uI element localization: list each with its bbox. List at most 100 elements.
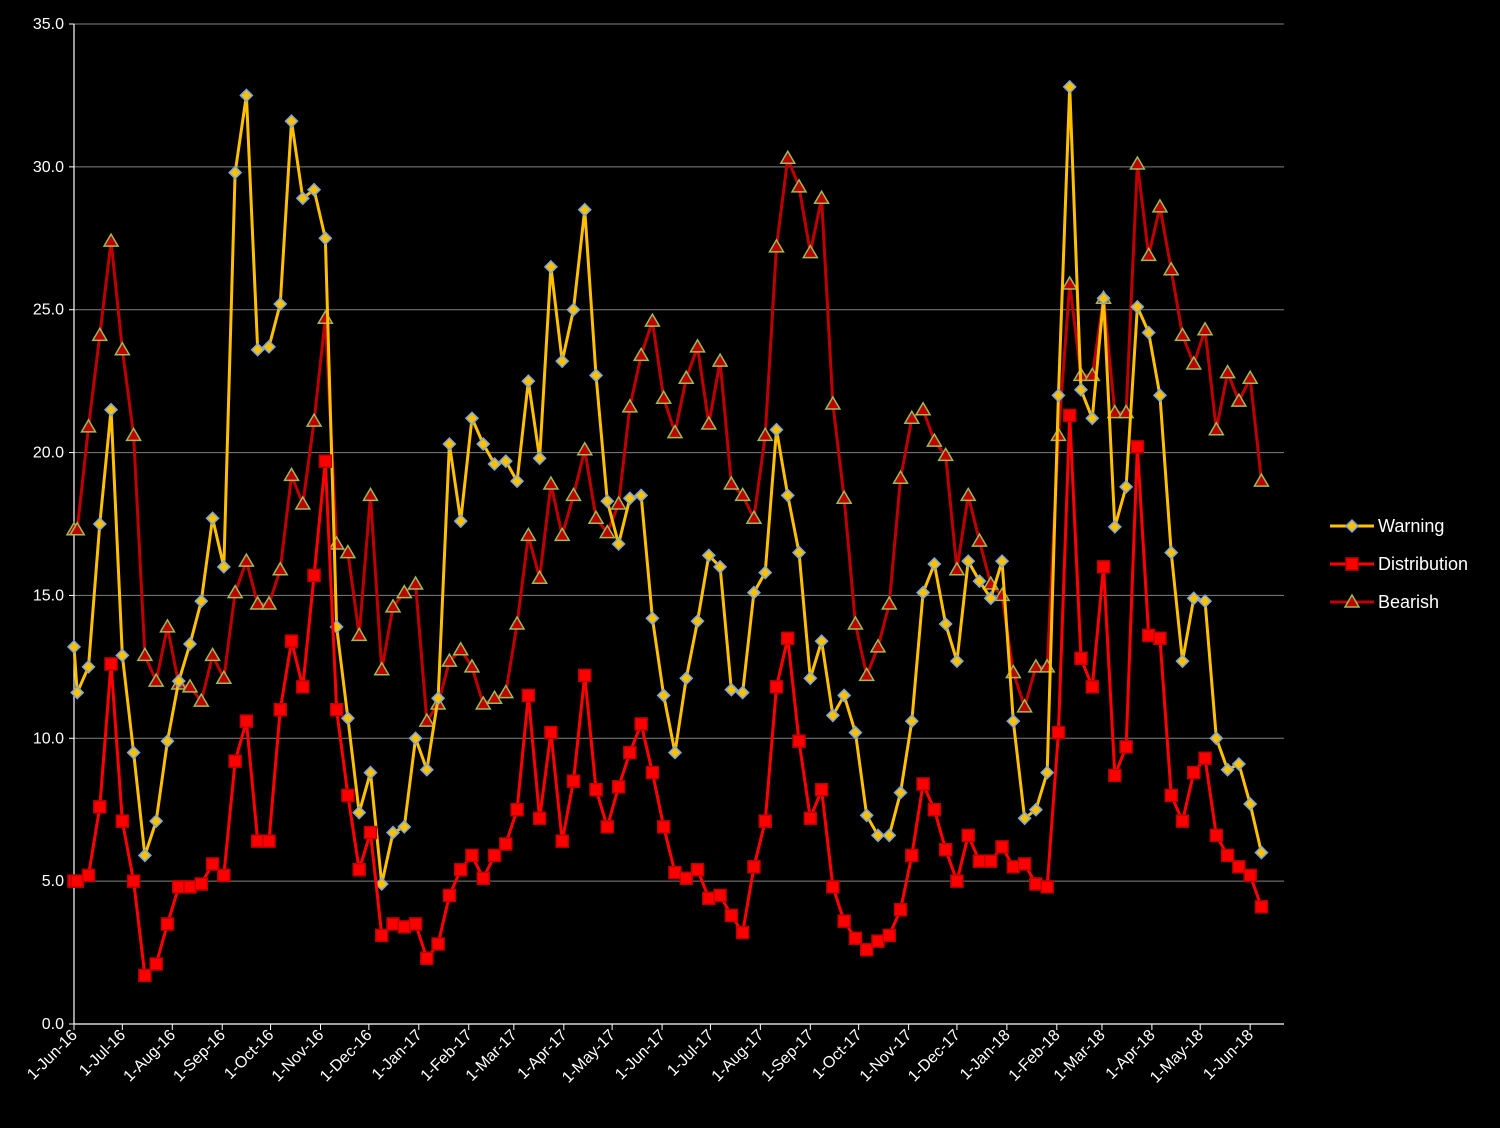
data-point-warning bbox=[137, 848, 152, 863]
data-point-distribution bbox=[217, 868, 231, 883]
data-point-bearish bbox=[68, 521, 86, 536]
data-point-warning bbox=[1209, 731, 1224, 746]
data-point-bearish bbox=[565, 486, 582, 502]
data-point-warning bbox=[352, 805, 367, 820]
data-point-bearish bbox=[790, 178, 808, 193]
data-point-warning bbox=[859, 808, 874, 823]
data-point-distribution bbox=[544, 725, 558, 740]
data-point-warning bbox=[374, 876, 389, 892]
y-tick-label: 35.0 bbox=[33, 16, 64, 33]
data-point-warning bbox=[656, 688, 671, 703]
data-point-warning bbox=[250, 342, 265, 357]
data-point-bearish bbox=[880, 595, 898, 610]
data-point-bearish bbox=[1129, 155, 1146, 170]
data-point-distribution bbox=[623, 745, 637, 760]
data-point-distribution bbox=[814, 782, 829, 797]
data-point-warning bbox=[273, 296, 288, 312]
data-point-warning bbox=[555, 354, 570, 369]
data-point-bearish bbox=[1061, 275, 1079, 290]
data-point-warning bbox=[938, 616, 953, 632]
data-point-warning bbox=[983, 591, 998, 606]
data-point-warning bbox=[1231, 756, 1246, 772]
data-point-distribution bbox=[408, 917, 423, 931]
data-point-distribution bbox=[149, 957, 163, 971]
data-point-bearish bbox=[215, 669, 233, 685]
data-point-distribution bbox=[577, 668, 592, 683]
data-point-warning bbox=[1197, 594, 1213, 609]
data-point-warning bbox=[1006, 714, 1021, 729]
data-point-distribution bbox=[374, 928, 389, 943]
data-point-bearish bbox=[677, 369, 695, 385]
data-point-warning bbox=[701, 548, 716, 563]
data-point-bearish bbox=[1253, 472, 1270, 487]
data-point-distribution bbox=[656, 820, 671, 834]
data-point-warning bbox=[160, 734, 175, 749]
data-point-distribution bbox=[1062, 408, 1077, 423]
data-point-bearish bbox=[632, 346, 650, 362]
data-point-bearish bbox=[486, 689, 503, 705]
data-point-distribution bbox=[916, 777, 930, 791]
data-point-warning bbox=[1073, 382, 1089, 397]
data-point-warning bbox=[1028, 802, 1043, 817]
data-point-distribution bbox=[1017, 857, 1032, 871]
data-point-bearish bbox=[407, 575, 424, 590]
data-point-bearish bbox=[136, 646, 154, 662]
data-point-distribution bbox=[70, 874, 84, 888]
data-point-distribution bbox=[329, 702, 344, 717]
data-point-distribution bbox=[555, 834, 569, 848]
data-point-warning bbox=[194, 594, 209, 609]
data-point-warning bbox=[1243, 796, 1258, 812]
data-point-distribution bbox=[420, 951, 434, 966]
data-point-warning bbox=[1254, 845, 1269, 860]
data-point-warning bbox=[284, 114, 299, 129]
data-point-bearish bbox=[959, 486, 977, 502]
data-point-bearish bbox=[700, 415, 718, 430]
data-point-bearish bbox=[531, 569, 548, 585]
y-tick-label: 20.0 bbox=[33, 445, 64, 462]
data-point-bearish bbox=[655, 389, 672, 405]
data-point-warning bbox=[622, 491, 637, 506]
data-point-bearish bbox=[80, 418, 97, 433]
data-point-warning bbox=[735, 685, 750, 700]
data-point-bearish bbox=[418, 712, 436, 727]
data-point-distribution bbox=[81, 868, 96, 883]
data-point-warning bbox=[498, 454, 513, 469]
data-point-bearish bbox=[395, 584, 413, 599]
data-point-bearish bbox=[621, 398, 639, 413]
data-point-distribution bbox=[239, 714, 254, 728]
data-point-bearish bbox=[350, 626, 368, 642]
data-point-bearish bbox=[903, 409, 921, 425]
data-point-distribution bbox=[1119, 740, 1133, 754]
data-point-bearish bbox=[937, 446, 954, 462]
data-point-bearish bbox=[542, 475, 560, 490]
data-point-distribution bbox=[138, 968, 152, 983]
data-point-distribution bbox=[1254, 900, 1269, 914]
data-point-warning bbox=[103, 402, 119, 417]
data-point-distribution bbox=[284, 634, 299, 648]
data-point-warning bbox=[464, 411, 480, 426]
data-point-warning bbox=[295, 191, 310, 206]
data-point-distribution bbox=[453, 862, 468, 877]
data-point-distribution bbox=[600, 820, 615, 834]
data-point-distribution bbox=[1220, 848, 1235, 863]
data-point-distribution bbox=[634, 717, 648, 731]
data-point-warning bbox=[1130, 299, 1145, 314]
data-point-distribution bbox=[927, 802, 942, 817]
legend-item-distribution: Distribution bbox=[1330, 554, 1468, 574]
data-point-bearish bbox=[508, 615, 526, 630]
data-point-bearish bbox=[1219, 364, 1236, 379]
data-point-bearish bbox=[1196, 321, 1214, 336]
data-point-bearish bbox=[587, 509, 605, 525]
data-point-distribution bbox=[781, 631, 795, 646]
data-point-distribution bbox=[938, 842, 953, 857]
data-point-warning bbox=[239, 88, 254, 103]
data-point-warning bbox=[1062, 79, 1077, 94]
series-distribution bbox=[67, 408, 1269, 983]
data-point-distribution bbox=[1164, 788, 1178, 803]
data-point-warning bbox=[791, 545, 807, 560]
data-point-distribution bbox=[566, 774, 581, 788]
data-point-distribution bbox=[386, 917, 400, 931]
data-point-bearish bbox=[847, 615, 864, 630]
data-point-distribution bbox=[859, 942, 874, 957]
data-point-bearish bbox=[159, 618, 176, 633]
